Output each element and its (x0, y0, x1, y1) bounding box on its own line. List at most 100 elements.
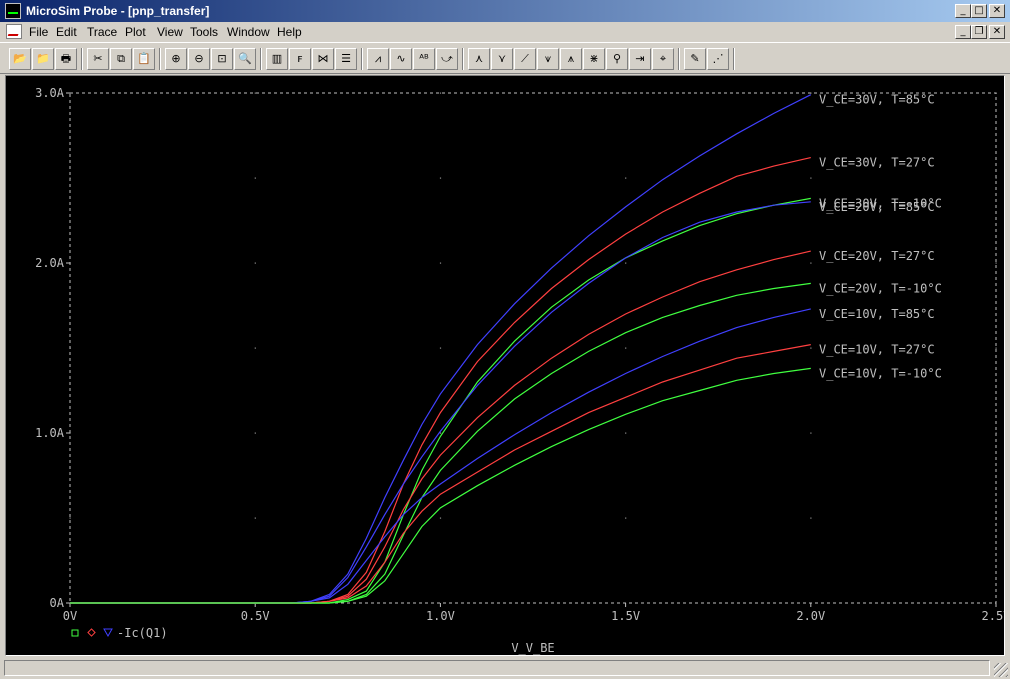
log-x-icon[interactable]: ▥ (266, 48, 288, 70)
app-icon[interactable] (5, 3, 21, 19)
paste-icon[interactable]: 📋 (133, 48, 155, 70)
trace-label: V_CE=30V, T=85°C (819, 93, 935, 107)
child-minimize-button[interactable]: _ (955, 25, 971, 39)
grid-dot (995, 177, 997, 179)
trace-label: V_CE=20V, T=-10°C (819, 281, 942, 295)
toolbar-separator (81, 48, 83, 70)
child-restore-button[interactable]: ❐ (971, 25, 987, 39)
grid-dot (439, 347, 442, 349)
grid-dot (995, 347, 997, 349)
grid-dot (439, 177, 442, 179)
x-tick-label: 2.5V (982, 609, 1004, 623)
cursor-point-icon[interactable]: ⋇ (583, 48, 605, 70)
menu-file[interactable]: File (29, 25, 49, 39)
trace-label: V_CE=20V, T=85°C (819, 200, 935, 214)
menu-window[interactable]: Window (227, 25, 270, 39)
grid-dot (69, 517, 71, 519)
trace-label: V_CE=10V, T=-10°C (819, 366, 942, 380)
status-field (4, 660, 990, 676)
trace-line[interactable] (70, 197, 811, 604)
print-icon[interactable]: 🖶 (55, 48, 77, 70)
grid-dot (995, 262, 997, 264)
copy-icon[interactable]: ⧉ (110, 48, 132, 70)
grid-dot (439, 262, 442, 264)
legend-triangle-marker (103, 628, 113, 638)
zoom-area-icon[interactable]: ⊡ (211, 48, 233, 70)
document-icon[interactable] (6, 24, 22, 39)
eval-goal-icon[interactable]: ∿ (390, 48, 412, 70)
trace-line[interactable] (70, 201, 811, 604)
grid-dot (810, 517, 812, 519)
trace-line[interactable] (70, 157, 811, 604)
plot-window[interactable]: 0V 0.5V 1.0V 1.5V 2.0V 2.5V 0A 1.0A 2.0A 3.0A V_… (5, 75, 1005, 656)
trace-label: V_CE=30V, T=-10°C (819, 196, 942, 210)
y-tick-label: 3.0A (35, 86, 65, 100)
trace-line[interactable] (70, 250, 811, 604)
child-close-button[interactable]: ✕ (989, 25, 1005, 39)
x-tick-label: 1.0V (426, 609, 455, 623)
mark-label-icon[interactable]: ᴬᴮ (413, 48, 435, 70)
trace-labels: V_CE=30V, T=85°C V_CE=30V, T=27°C V_CE=30V… (819, 93, 942, 381)
performance-icon[interactable]: ⋈ (312, 48, 334, 70)
trace-legend-label: -Ic(Q1) (117, 626, 168, 640)
cursor-icon[interactable]: ⤻ (436, 48, 458, 70)
trace-label: V_CE=10V, T=27°C (819, 343, 935, 357)
zoom-out-icon[interactable]: ⊖ (188, 48, 210, 70)
toolbar-separator (159, 48, 161, 70)
x-axis: 0V 0.5V 1.0V 1.5V 2.0V 2.5V (63, 603, 1004, 623)
toolbar-separator (361, 48, 363, 70)
grid-dot (254, 92, 256, 94)
grid-dot (625, 177, 627, 179)
cursor-min-icon[interactable]: ⩛ (537, 48, 559, 70)
trace-line[interactable] (70, 308, 811, 604)
zoom-in-icon[interactable]: ⊕ (165, 48, 187, 70)
trace-label: V_CE=30V, T=27°C (819, 156, 935, 170)
cursor-search-icon[interactable]: ⚲ (606, 48, 628, 70)
menu-trace[interactable]: Trace (87, 25, 118, 39)
menu-help[interactable]: Help (277, 25, 302, 39)
grid-dot (810, 177, 812, 179)
toolbar-separator (733, 48, 735, 70)
fft-icon[interactable]: ꜰ (289, 48, 311, 70)
toolbar: 📂 📁 🖶 ✂ ⧉ 📋 ⊕ ⊖ ⊡ 🔍 ▥ ꜰ ⋈ ☰ ⩘ ∿ ᴬᴮ ⤻ ⋏ ⋎ ⟋ ⩛ ⩚ ⋇ ⚲ ⇥ ⌖ ✎ ⋰ (0, 42, 1010, 74)
cursor-slope-icon[interactable]: ⟋ (514, 48, 536, 70)
cursor-mark-icon[interactable]: ⌖ (652, 48, 674, 70)
trace-legend[interactable]: -Ic(Q1) (71, 626, 168, 640)
trace-line[interactable] (70, 367, 811, 604)
cursor-next-icon[interactable]: ⇥ (629, 48, 651, 70)
open-folder-icon[interactable]: 📂 (9, 48, 31, 70)
resize-grip[interactable] (994, 663, 1008, 677)
grid-dot (625, 92, 627, 94)
menu-view[interactable]: View (157, 25, 183, 39)
cursor-trough-icon[interactable]: ⋎ (491, 48, 513, 70)
mark-data-icon[interactable]: ⋰ (707, 48, 729, 70)
cursor-max-icon[interactable]: ⩚ (560, 48, 582, 70)
window-title: MicroSim Probe - [pnp_transfer] (26, 4, 210, 18)
trace-line[interactable] (70, 344, 811, 604)
trace-line[interactable] (70, 282, 811, 604)
text-label-icon[interactable]: ✎ (684, 48, 706, 70)
menu-edit[interactable]: Edit (56, 25, 77, 39)
trace-label: V_CE=10V, T=85°C (819, 307, 935, 321)
toolbar-separator (678, 48, 680, 70)
close-button[interactable]: ✕ (989, 4, 1005, 18)
grid-dot (254, 177, 256, 179)
menu-plot[interactable]: Plot (125, 25, 146, 39)
trace-label: V_CE=20V, T=27°C (819, 249, 935, 263)
append-icon[interactable]: 📁 (32, 48, 54, 70)
maximize-button[interactable]: □ (971, 4, 987, 18)
trace-line[interactable] (70, 94, 812, 604)
list-icon[interactable]: ☰ (335, 48, 357, 70)
transfer-chart[interactable]: 0V 0.5V 1.0V 1.5V 2.0V 2.5V 0A 1.0A 2.0A 3.0A V_… (6, 76, 1004, 655)
cursor-peak-icon[interactable]: ⋏ (468, 48, 490, 70)
cut-icon[interactable]: ✂ (87, 48, 109, 70)
x-tick-label: 1.5V (611, 609, 640, 623)
grid-dot (625, 347, 627, 349)
toolbar-separator (260, 48, 262, 70)
menu-tools[interactable]: Tools (190, 25, 219, 39)
zoom-fit-icon[interactable]: 🔍 (234, 48, 256, 70)
grid-dot (810, 347, 812, 349)
x-tick-label: 2.0V (796, 609, 825, 623)
minimize-button[interactable]: _ (955, 4, 971, 18)
add-trace-icon[interactable]: ⩘ (367, 48, 389, 70)
